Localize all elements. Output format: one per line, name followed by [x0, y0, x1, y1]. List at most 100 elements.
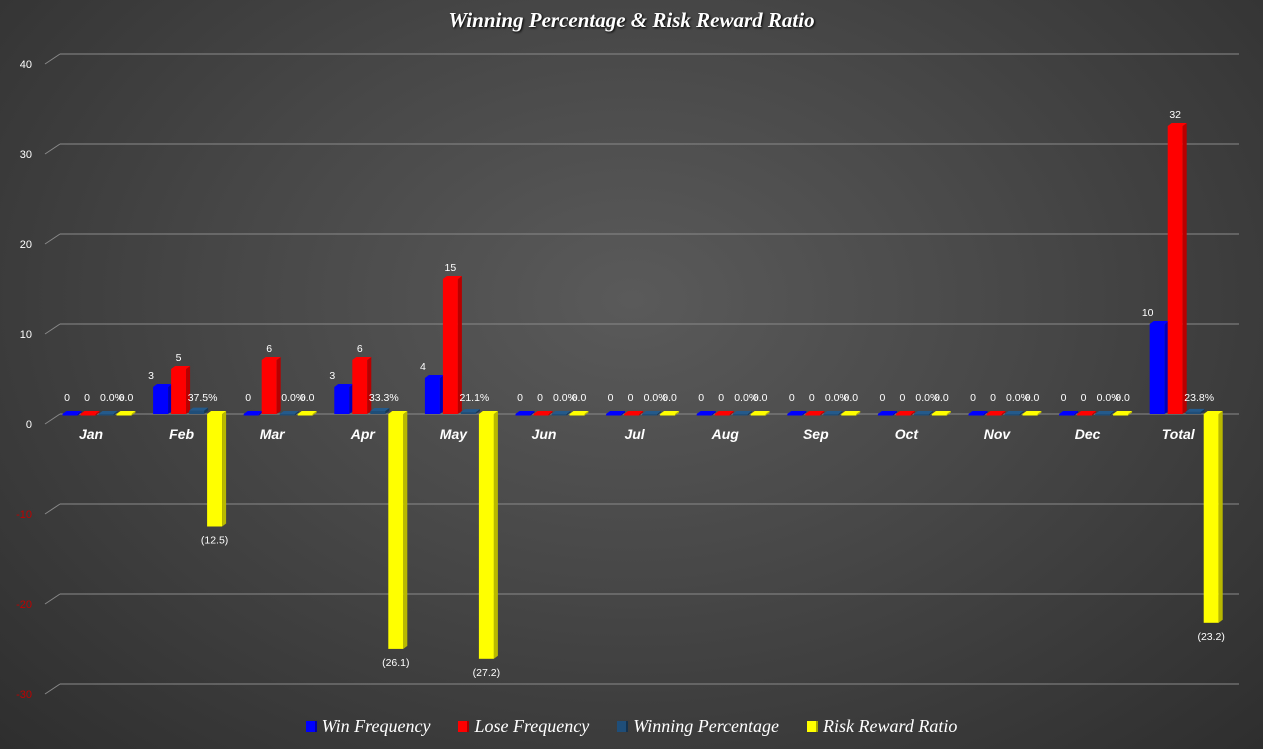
x-tick-label: Nov [984, 426, 1012, 442]
data-label-win-frequency: 0 [879, 392, 885, 404]
data-label-lose-frequency: 0 [899, 392, 905, 404]
data-label-winning-percentage: 23.8% [1184, 392, 1214, 404]
bar-winning-percentage [823, 411, 843, 416]
bar-lose-frequency [895, 411, 915, 416]
bar-win-frequency [606, 411, 626, 416]
bar-win-frequency [515, 411, 535, 416]
bar-win-frequency [1059, 411, 1079, 416]
bar-risk-reward-ratio [841, 411, 861, 416]
x-tick-label: Jan [79, 426, 103, 442]
x-tick-label: Mar [260, 426, 286, 442]
data-label-lose-frequency: 0 [809, 392, 815, 404]
bar-win-frequency [334, 384, 354, 414]
y-tick-label: 20 [20, 239, 32, 251]
x-tick-label: May [440, 426, 468, 442]
legend-label: Risk Reward Ratio [823, 716, 958, 736]
bar-win-frequency [153, 384, 173, 414]
legend-item-risk-reward-ratio: Risk Reward Ratio [807, 716, 957, 737]
legend-item-winning-percentage: Winning Percentage [617, 716, 779, 737]
data-label-win-frequency: 3 [329, 370, 335, 382]
bar-winning-percentage [98, 411, 118, 416]
data-label-win-frequency: 0 [245, 392, 251, 404]
legend: Win Frequency Lose Frequency Winning Perce… [0, 716, 1263, 737]
data-label-lose-frequency: 0 [84, 392, 90, 404]
gridline [44, 323, 1239, 335]
bar-win-frequency [968, 411, 988, 416]
bar-winning-percentage [279, 411, 299, 416]
bar-winning-percentage [1095, 411, 1115, 416]
bar-lose-frequency [171, 366, 191, 414]
data-label-winning-percentage: 0.0% [100, 392, 124, 404]
bar-winning-percentage [642, 411, 662, 416]
data-label-lose-frequency: 6 [266, 343, 272, 355]
bar-winning-percentage [460, 409, 480, 414]
y-tick-label: 30 [20, 149, 32, 161]
y-tick-label: -10 [16, 509, 32, 521]
data-label-lose-frequency: 0 [537, 392, 543, 404]
data-label-risk-reward-ratio: 0.0 [662, 392, 677, 404]
data-label-risk-reward-ratio: 0.0 [753, 392, 768, 404]
bar-risk-reward-ratio [297, 411, 317, 416]
bar-lose-frequency [714, 411, 734, 416]
bar-win-frequency [424, 375, 444, 414]
data-label-lose-frequency: 15 [445, 262, 457, 274]
x-tick-label: Sep [803, 426, 829, 442]
gridline [44, 233, 1239, 245]
data-label-risk-reward-ratio: 0.0 [934, 392, 949, 404]
data-label-lose-frequency: 6 [357, 343, 363, 355]
bar-win-frequency [243, 411, 263, 416]
data-label-win-frequency: 0 [970, 392, 976, 404]
data-label-lose-frequency: 5 [176, 352, 182, 364]
legend-swatch [458, 721, 470, 732]
bar-risk-reward-ratio [478, 411, 498, 659]
bar-risk-reward-ratio [569, 411, 589, 416]
x-tick-label: Aug [711, 426, 740, 442]
data-label-win-frequency: 4 [420, 361, 426, 373]
data-label-win-frequency: 10 [1142, 307, 1154, 319]
data-label-risk-reward-ratio: 0.0 [843, 392, 858, 404]
legend-label: Lose Frequency [474, 716, 590, 736]
data-label-risk-reward-ratio: 0.0 [1025, 392, 1040, 404]
bar-lose-frequency [1077, 411, 1097, 416]
legend-swatch [305, 721, 317, 732]
gridline [44, 683, 1239, 695]
legend-swatch [617, 721, 629, 732]
gridline [44, 53, 1239, 65]
data-label-risk-reward-ratio: 0.0 [119, 392, 134, 404]
bar-lose-frequency [805, 411, 825, 416]
bar-risk-reward-ratio [660, 411, 680, 416]
bar-risk-reward-ratio [1022, 411, 1042, 416]
y-tick-label: 0 [26, 419, 32, 431]
gridline [44, 503, 1239, 515]
bar-risk-reward-ratio [388, 411, 408, 649]
y-tick-label: -20 [16, 599, 32, 611]
bar-win-frequency [62, 411, 82, 416]
data-label-win-frequency: 0 [608, 392, 614, 404]
bar-lose-frequency [1167, 123, 1187, 414]
bar-risk-reward-ratio [207, 411, 227, 527]
bar-risk-reward-ratio [750, 411, 770, 416]
bar-risk-reward-ratio [1113, 411, 1133, 416]
bar-winning-percentage [913, 411, 933, 416]
bar-winning-percentage [551, 411, 571, 416]
x-tick-label: Jun [532, 426, 557, 442]
y-tick-label: -30 [16, 689, 32, 701]
data-label-lose-frequency: 0 [718, 392, 724, 404]
data-label-winning-percentage: 0.0% [734, 392, 758, 404]
data-label-lose-frequency: 32 [1169, 109, 1181, 121]
bar-win-frequency [696, 411, 716, 416]
data-label-risk-reward-ratio: 0.0 [300, 392, 315, 404]
legend-label: Win Frequency [321, 716, 431, 736]
chart-title: Winning Percentage & Risk Reward Ratio [448, 8, 815, 32]
bar-lose-frequency [533, 411, 553, 416]
bar-win-frequency [877, 411, 897, 416]
legend-item-lose-frequency: Lose Frequency [458, 716, 589, 737]
bar-winning-percentage [1004, 411, 1024, 416]
legend-item-win-frequency: Win Frequency [305, 716, 431, 737]
legend-swatch [807, 721, 819, 732]
bar-lose-frequency [261, 357, 281, 414]
data-label-risk-reward-ratio: 0.0 [572, 392, 587, 404]
y-tick-label: 10 [20, 329, 32, 341]
